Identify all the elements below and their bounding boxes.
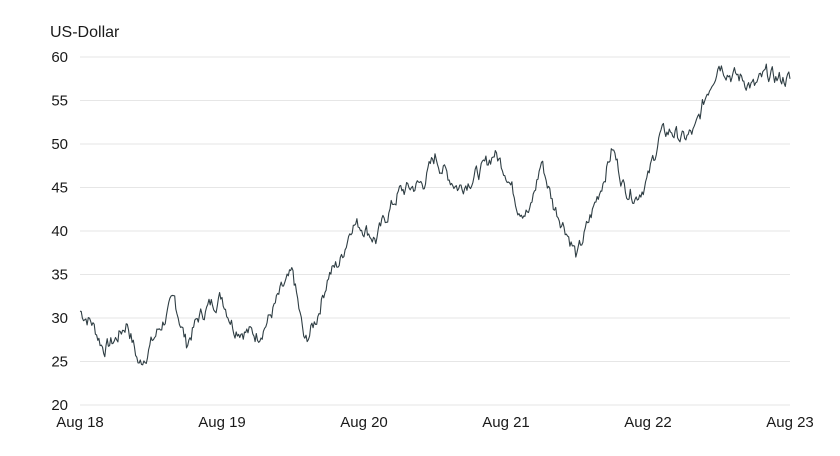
x-tick-label: Aug 23 xyxy=(766,414,814,431)
series-layer xyxy=(79,63,791,366)
y-tick-label: 30 xyxy=(51,310,68,327)
series-line xyxy=(79,63,791,366)
y-tick-label: 40 xyxy=(51,223,68,240)
y-tick-label: 50 xyxy=(51,136,68,153)
y-axis-unit-label: US-Dollar xyxy=(50,24,120,41)
y-tick-label: 60 xyxy=(51,49,68,66)
y-tick-label: 25 xyxy=(51,354,68,371)
x-tick-label: Aug 19 xyxy=(198,414,246,431)
x-tick-label: Aug 22 xyxy=(624,414,672,431)
y-tick-label: 35 xyxy=(51,267,68,284)
y-axis-ticks: 20 25 30 35 40 45 50 55 60 xyxy=(51,49,68,414)
x-tick-label: Aug 18 xyxy=(56,414,104,431)
y-tick-label: 55 xyxy=(51,93,68,110)
x-axis-ticks: Aug 18 Aug 19 Aug 20 Aug 21 Aug 22 Aug 23 xyxy=(56,414,814,431)
y-tick-label: 20 xyxy=(51,397,68,414)
gridlines xyxy=(80,56,790,406)
x-tick-label: Aug 20 xyxy=(340,414,388,431)
x-tick-label: Aug 21 xyxy=(482,414,530,431)
y-tick-label: 45 xyxy=(51,180,68,197)
